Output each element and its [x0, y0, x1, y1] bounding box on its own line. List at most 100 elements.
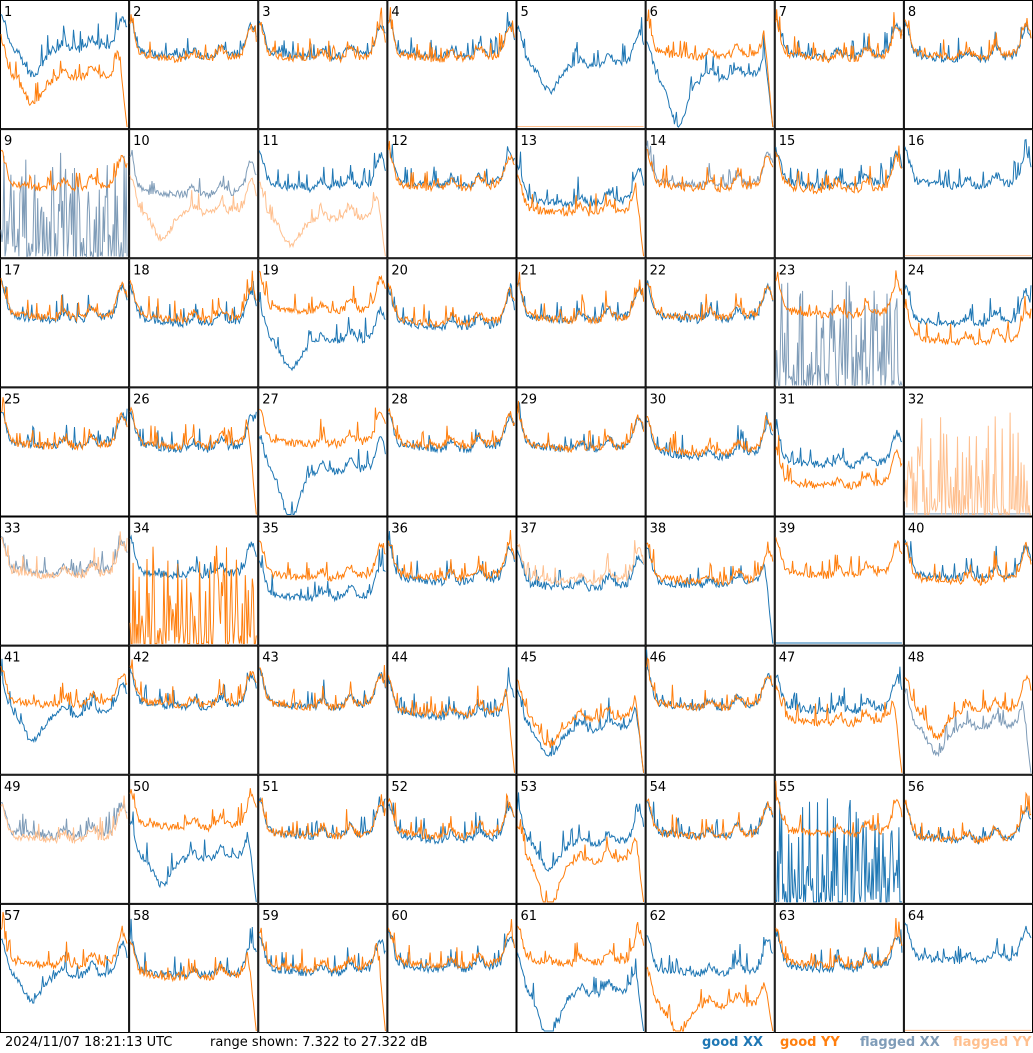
- panel-frame: [774, 0, 904, 130]
- panel-frame: [645, 0, 775, 130]
- panel-label: 51: [262, 780, 279, 795]
- footer: 2024/11/07 18:21:13 UTC range shown: 7.3…: [0, 1033, 1033, 1053]
- series-yy-42: [129, 659, 257, 709]
- series-yy-41: [0, 665, 128, 709]
- series-xx-20: [387, 283, 515, 332]
- panel-16: 16: [903, 129, 1033, 259]
- series-yy-19: [258, 270, 386, 315]
- panel-7: 7: [774, 0, 904, 130]
- legend-good-yy: good YY: [780, 1035, 840, 1050]
- panel-label: 24: [908, 263, 925, 278]
- series-xx-64: [904, 922, 1032, 965]
- series-yy-47: [775, 684, 903, 773]
- series-yy-58: [129, 941, 257, 1032]
- series-xx-35: [258, 547, 386, 603]
- series-yy-1: [0, 33, 128, 128]
- series-xx-6: [646, 34, 774, 128]
- panel-frame: [516, 387, 646, 517]
- panel-label: 14: [650, 134, 667, 149]
- series-yy-46: [646, 657, 774, 712]
- panel-label: 1: [4, 5, 12, 20]
- panel-48: 48: [903, 645, 1033, 775]
- panel-label: 34: [133, 522, 150, 537]
- series-xx-59: [258, 936, 386, 977]
- series-xx-11: [258, 150, 386, 194]
- panel-50: 50: [129, 774, 259, 904]
- panel-24: 24: [903, 258, 1033, 388]
- series-xx-9: [0, 152, 128, 259]
- panel-59: 59: [258, 903, 388, 1033]
- panel-27: 27: [258, 387, 388, 517]
- panel-28: 28: [387, 387, 517, 517]
- series-yy-18: [129, 270, 257, 325]
- series-xx-1: [0, 12, 128, 78]
- panel-20: 20: [387, 258, 517, 388]
- legend-flagged-yy: flagged YY: [953, 1035, 1032, 1050]
- panel-label: 64: [908, 909, 925, 924]
- panel-47: 47: [774, 645, 904, 775]
- panel-frame: [903, 129, 1033, 259]
- panel-25: 25: [0, 387, 130, 517]
- panel-frame: [645, 645, 775, 775]
- panel-frame: [774, 129, 904, 259]
- series-yy-54: [646, 798, 774, 841]
- panel-21: 21: [516, 258, 646, 388]
- panel-label: 54: [650, 780, 667, 795]
- panel-label: 12: [391, 134, 408, 149]
- panel-frame: [387, 0, 517, 130]
- series-yy-2: [129, 14, 257, 64]
- panel-57: 57: [0, 903, 130, 1033]
- panel-label: 3: [262, 5, 270, 20]
- panel-frame: [516, 0, 646, 130]
- series-xx-18: [129, 280, 257, 329]
- panel-5: 5: [516, 0, 646, 130]
- panel-38: 38: [645, 516, 775, 646]
- panel-label: 19: [262, 263, 279, 278]
- panel-56: 56: [903, 774, 1033, 904]
- series-yy-51: [258, 794, 386, 840]
- panel-51: 51: [258, 774, 388, 904]
- series-xx-45: [517, 689, 645, 773]
- panel-label: 33: [4, 522, 21, 537]
- panel-label: 18: [133, 263, 150, 278]
- series-yy-11: [258, 180, 386, 257]
- series-yy-32: [904, 412, 1031, 517]
- panel-11: 11: [258, 129, 388, 259]
- series-yy-63: [775, 917, 903, 971]
- series-yy-35: [259, 540, 386, 582]
- panel-frame: [774, 387, 904, 517]
- panel-label: 50: [133, 780, 150, 795]
- panel-label: 29: [521, 392, 538, 407]
- panel-frame: [258, 387, 388, 517]
- timestamp: 2024/11/07 18:21:13 UTC: [5, 1035, 173, 1050]
- series-yy-7: [775, 9, 903, 64]
- panel-label: 59: [262, 909, 279, 924]
- panel-label: 35: [262, 522, 279, 537]
- panel-frame: [516, 129, 646, 259]
- series-xx-61: [517, 952, 645, 1032]
- panel-34: 34: [129, 516, 259, 646]
- panel-8: 8: [903, 0, 1033, 130]
- legend-flagged-xx: flagged XX: [860, 1035, 940, 1050]
- series-yy-34: [129, 545, 257, 645]
- series-yy-20: [387, 283, 515, 328]
- panel-52: 52: [387, 774, 517, 904]
- panel-58: 58: [129, 903, 259, 1033]
- series-yy-61: [517, 921, 645, 968]
- panel-3: 3: [258, 0, 388, 130]
- panel-frame: [387, 387, 517, 517]
- series-xx-5: [517, 17, 645, 96]
- series-yy-59: [259, 927, 386, 1032]
- series-yy-62: [646, 966, 774, 1032]
- series-xx-10: [129, 149, 257, 200]
- panel-label: 2: [133, 5, 141, 20]
- panel-frame: [387, 774, 517, 904]
- series-xx-38: [646, 547, 774, 644]
- series-yy-37: [517, 540, 645, 586]
- panel-label: 45: [521, 651, 538, 666]
- panel-19: 19: [258, 258, 388, 388]
- panel-label: 8: [908, 5, 916, 20]
- panel-label: 61: [521, 909, 538, 924]
- panel-36: 36: [387, 516, 517, 646]
